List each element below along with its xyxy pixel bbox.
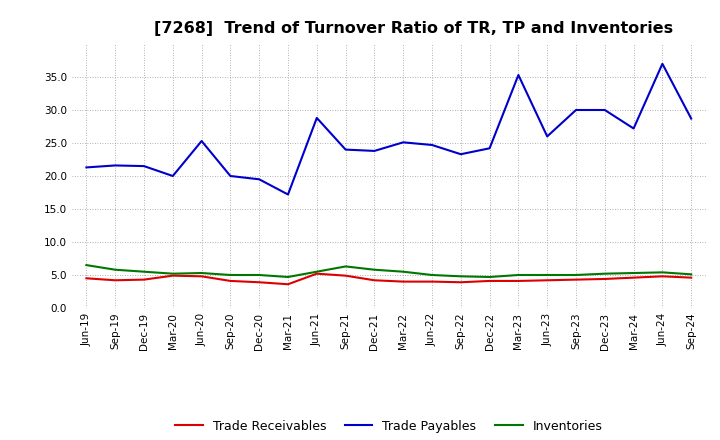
Line: Inventories: Inventories xyxy=(86,265,691,277)
Trade Payables xyxy=(629,126,638,131)
Trade Payables xyxy=(370,148,379,154)
Inventories xyxy=(111,267,120,272)
Inventories xyxy=(140,269,148,275)
Inventories xyxy=(370,267,379,272)
Inventories xyxy=(629,270,638,275)
Trade Receivables xyxy=(572,277,580,282)
Inventories xyxy=(341,264,350,269)
Trade Receivables xyxy=(600,276,609,282)
Trade Payables xyxy=(399,139,408,145)
Text: [7268]  Trend of Turnover Ratio of TR, TP and Inventories: [7268] Trend of Turnover Ratio of TR, TP… xyxy=(154,21,673,36)
Trade Receivables xyxy=(284,282,292,287)
Trade Payables xyxy=(428,142,436,147)
Trade Receivables xyxy=(428,279,436,284)
Inventories xyxy=(399,269,408,275)
Trade Payables xyxy=(341,147,350,152)
Trade Receivables xyxy=(140,277,148,282)
Trade Payables xyxy=(168,173,177,179)
Trade Payables xyxy=(284,192,292,197)
Trade Receivables xyxy=(399,279,408,284)
Inventories xyxy=(687,271,696,277)
Inventories xyxy=(284,275,292,280)
Trade Payables xyxy=(312,115,321,121)
Trade Payables xyxy=(514,72,523,77)
Trade Receivables xyxy=(485,279,494,284)
Trade Receivables xyxy=(197,274,206,279)
Trade Receivables xyxy=(514,279,523,284)
Trade Receivables xyxy=(456,280,465,285)
Trade Payables xyxy=(226,173,235,179)
Trade Payables xyxy=(572,107,580,113)
Legend: Trade Receivables, Trade Payables, Inventories: Trade Receivables, Trade Payables, Inven… xyxy=(169,414,608,439)
Inventories xyxy=(572,272,580,278)
Inventories xyxy=(428,272,436,278)
Trade Payables xyxy=(82,165,91,170)
Trade Receivables xyxy=(82,275,91,281)
Inventories xyxy=(485,275,494,280)
Trade Receivables xyxy=(255,280,264,285)
Inventories xyxy=(514,272,523,278)
Line: Trade Payables: Trade Payables xyxy=(86,64,691,194)
Trade Receivables xyxy=(687,275,696,280)
Inventories xyxy=(82,262,91,268)
Trade Receivables xyxy=(543,278,552,283)
Trade Receivables xyxy=(168,273,177,279)
Inventories xyxy=(197,270,206,275)
Trade Receivables xyxy=(341,273,350,279)
Trade Payables xyxy=(140,163,148,169)
Trade Payables xyxy=(600,107,609,113)
Trade Payables xyxy=(687,116,696,121)
Inventories xyxy=(312,269,321,275)
Trade Receivables xyxy=(312,271,321,276)
Inventories xyxy=(168,271,177,276)
Inventories xyxy=(658,270,667,275)
Inventories xyxy=(226,272,235,278)
Trade Receivables xyxy=(370,278,379,283)
Trade Receivables xyxy=(658,274,667,279)
Trade Receivables xyxy=(226,279,235,284)
Inventories xyxy=(255,272,264,278)
Trade Payables xyxy=(543,134,552,139)
Inventories xyxy=(456,274,465,279)
Trade Payables xyxy=(197,138,206,143)
Trade Payables xyxy=(255,176,264,182)
Inventories xyxy=(600,271,609,276)
Trade Receivables xyxy=(629,275,638,280)
Inventories xyxy=(543,272,552,278)
Trade Payables xyxy=(111,163,120,168)
Line: Trade Receivables: Trade Receivables xyxy=(86,274,691,284)
Trade Payables xyxy=(485,146,494,151)
Trade Payables xyxy=(456,151,465,157)
Trade Receivables xyxy=(111,278,120,283)
Trade Payables xyxy=(658,61,667,66)
